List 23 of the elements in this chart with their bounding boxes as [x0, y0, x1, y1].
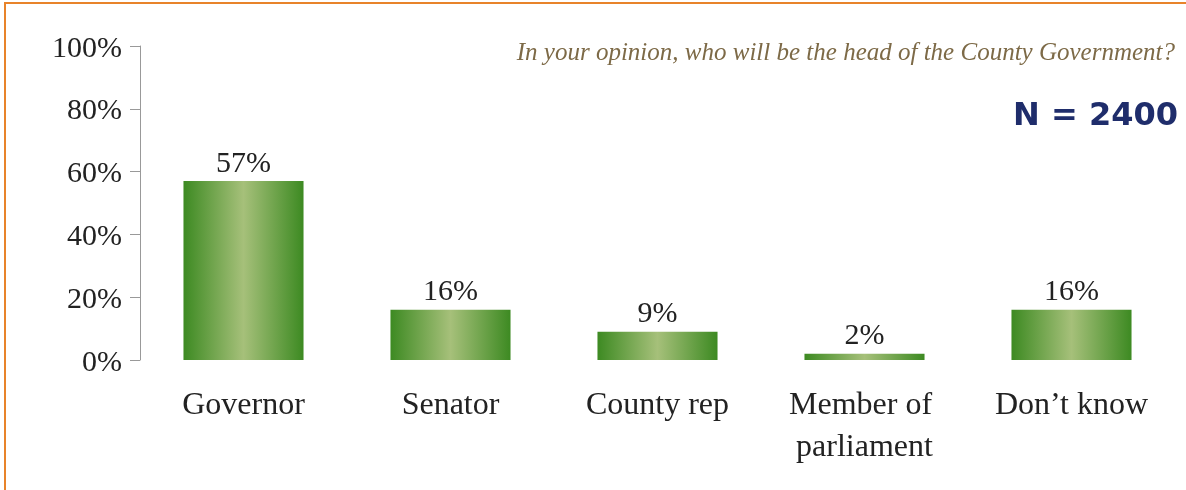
bar	[183, 181, 304, 360]
x-tick-label: Member of parliament	[788, 385, 941, 463]
bar	[1011, 309, 1132, 360]
annotation: N = 2400	[1013, 95, 1178, 133]
data-label: 9%	[637, 295, 678, 329]
x-tick-label: Governor	[182, 385, 306, 421]
bar	[390, 309, 511, 360]
y-tick-label: 0%	[82, 343, 122, 377]
data-label: 16%	[1044, 273, 1099, 307]
y-tick-label: 60%	[67, 155, 122, 189]
bar	[804, 353, 925, 360]
y-tick-label: 100%	[52, 29, 122, 63]
data-label: 16%	[423, 273, 478, 307]
data-label: 2%	[844, 317, 885, 351]
x-tick-label: Don’t know	[994, 385, 1149, 421]
y-tick-label: 40%	[67, 217, 122, 251]
bar	[597, 331, 718, 360]
x-tick-label: County rep	[585, 385, 730, 421]
y-tick-label: 20%	[67, 280, 122, 314]
data-label: 57%	[216, 144, 271, 178]
y-tick-label: 80%	[67, 92, 122, 126]
chart-title: In your opinion, who will be the head of the County Government?	[515, 38, 1176, 65]
x-tick-label: Senator	[401, 385, 500, 421]
